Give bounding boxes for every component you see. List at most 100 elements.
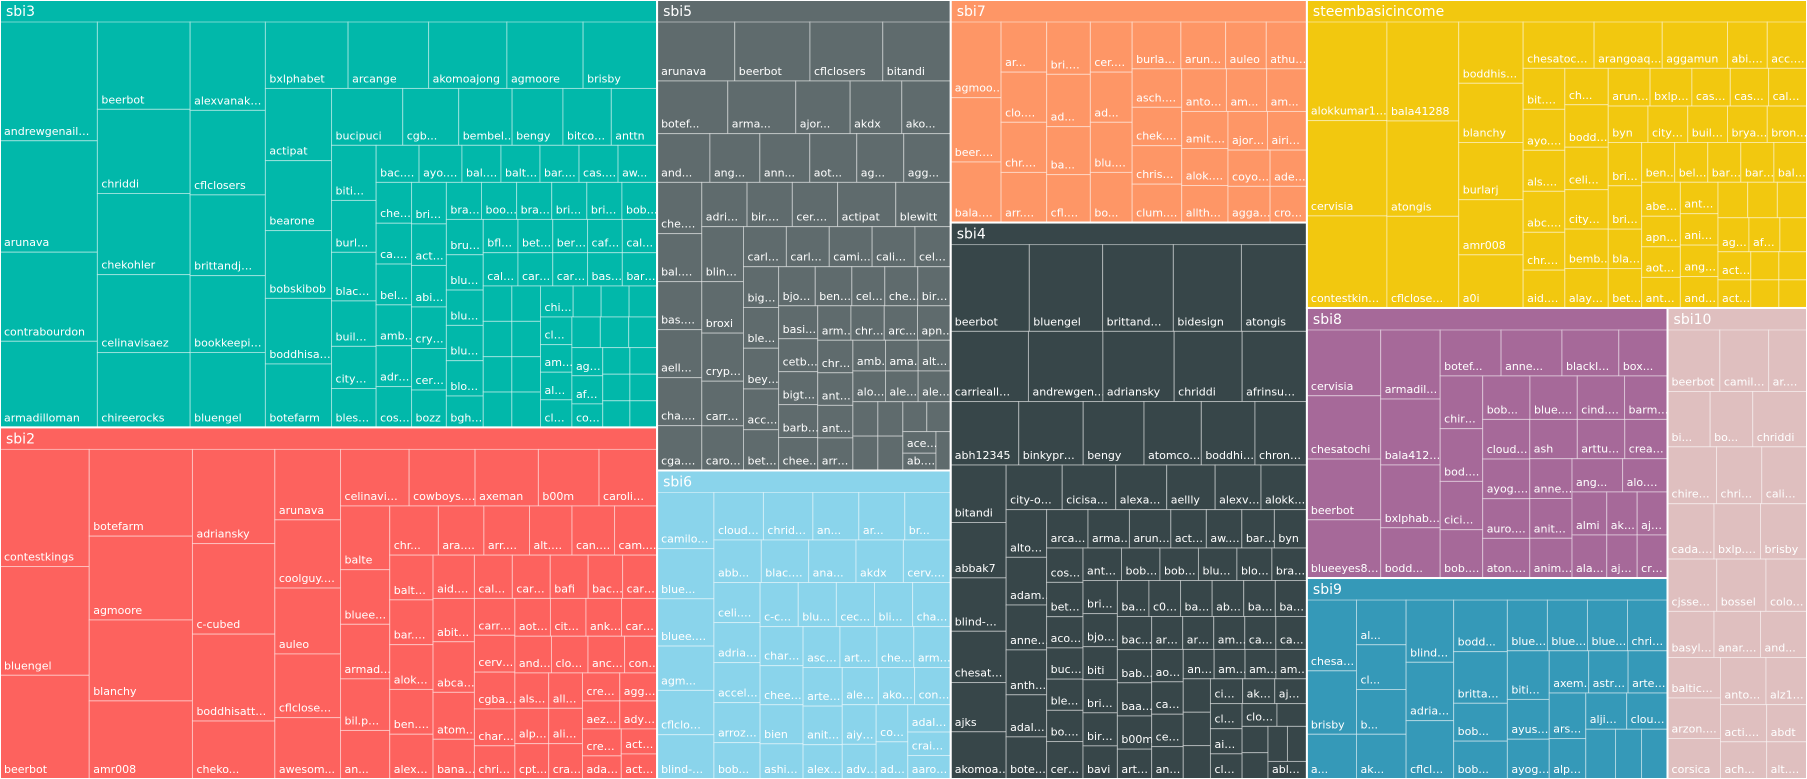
treemap-cell[interactable] — [1571, 534, 1608, 579]
treemap-cell[interactable] — [621, 252, 658, 287]
treemap-cell[interactable] — [482, 252, 519, 287]
treemap-cell[interactable] — [1453, 599, 1508, 653]
treemap-cell[interactable] — [1458, 82, 1524, 144]
treemap-cell[interactable] — [713, 702, 761, 744]
treemap-group-sbi6[interactable]: camilo… blue... bluee.… agm... cflclo… blind-… — [656, 469, 952, 779]
treemap-cell[interactable] — [411, 264, 447, 308]
treemap-cell[interactable] — [602, 373, 631, 402]
treemap-cell[interactable] — [1709, 390, 1754, 448]
treemap-cell[interactable] — [1482, 458, 1531, 500]
treemap-cell[interactable] — [600, 285, 630, 318]
treemap-cell[interactable] — [389, 505, 439, 556]
treemap-cell[interactable] — [1717, 251, 1752, 281]
treemap-cell[interactable] — [1180, 21, 1227, 70]
treemap-cell[interactable] — [581, 728, 622, 757]
treemap-cell[interactable] — [514, 743, 550, 779]
treemap-cell[interactable] — [656, 548, 715, 600]
treemap-cell[interactable] — [1529, 418, 1578, 460]
treemap-cell[interactable] — [445, 324, 484, 362]
treemap-cell[interactable] — [629, 373, 658, 402]
treemap-cell[interactable] — [331, 345, 377, 390]
treemap-cell[interactable] — [1717, 217, 1750, 253]
treemap-cell[interactable] — [511, 320, 541, 358]
treemap-cell[interactable] — [950, 577, 1007, 632]
treemap-cell[interactable] — [1205, 509, 1243, 549]
treemap-cell[interactable] — [1586, 599, 1629, 652]
treemap-cell[interactable] — [389, 688, 434, 735]
treemap-cell[interactable] — [1564, 189, 1609, 230]
treemap-cell[interactable] — [1131, 106, 1183, 147]
treemap-cell[interactable] — [701, 181, 748, 228]
treemap-cell[interactable] — [917, 305, 952, 341]
treemap-cell[interactable] — [1225, 21, 1267, 70]
treemap-cell[interactable] — [1766, 704, 1807, 743]
treemap-cell[interactable] — [1727, 105, 1768, 143]
treemap-cell[interactable] — [587, 635, 626, 674]
treemap-cell[interactable] — [1687, 105, 1728, 143]
treemap-cell[interactable] — [0, 448, 90, 568]
treemap-cell[interactable] — [817, 437, 854, 471]
treemap-cell[interactable] — [858, 491, 906, 541]
treemap-cell[interactable] — [1405, 720, 1455, 779]
treemap-cell[interactable] — [340, 448, 410, 507]
treemap-cell[interactable] — [1779, 217, 1807, 253]
treemap-cell[interactable] — [1667, 738, 1722, 779]
treemap-cell[interactable] — [759, 743, 804, 779]
treemap-cell[interactable] — [1046, 581, 1084, 618]
treemap-cell[interactable] — [331, 388, 377, 428]
treemap-cell[interactable] — [1453, 740, 1508, 779]
treemap-cell[interactable] — [1748, 217, 1781, 253]
treemap-cell[interactable] — [1768, 67, 1807, 107]
treemap-cell[interactable] — [835, 582, 875, 628]
treemap-cell[interactable] — [375, 222, 413, 265]
treemap-cell[interactable] — [1005, 464, 1063, 511]
treemap-cell[interactable] — [913, 626, 952, 669]
treemap-cell[interactable] — [877, 435, 904, 471]
treemap-cell[interactable] — [1713, 610, 1762, 659]
treemap-cell[interactable] — [628, 316, 658, 349]
treemap-cell[interactable] — [1453, 651, 1508, 704]
treemap-cell[interactable] — [1116, 580, 1150, 618]
treemap-cell[interactable] — [375, 263, 413, 306]
treemap-cell[interactable] — [1607, 105, 1649, 143]
treemap-cell[interactable] — [709, 133, 761, 183]
treemap-cell[interactable] — [274, 519, 342, 589]
treemap-cell[interactable] — [1159, 547, 1199, 582]
treemap-cell[interactable] — [1240, 244, 1308, 332]
treemap-cell[interactable] — [1522, 190, 1566, 233]
treemap-cell[interactable] — [1667, 610, 1715, 659]
treemap-cell[interactable] — [1172, 244, 1242, 332]
treemap-cell[interactable] — [1143, 401, 1202, 466]
treemap-cell[interactable] — [1761, 446, 1807, 505]
treemap-cell[interactable] — [514, 672, 550, 709]
treemap-cell[interactable] — [1458, 21, 1524, 84]
treemap-cell[interactable] — [88, 535, 193, 621]
treemap-group-sbi2[interactable]: contestkings bluengel beerbot botefarm agmoo… — [0, 426, 659, 779]
treemap-cell[interactable] — [375, 386, 413, 428]
treemap-cell[interactable] — [1747, 181, 1778, 219]
treemap-cell[interactable] — [802, 626, 841, 669]
treemap-cell[interactable] — [620, 728, 658, 755]
treemap-cell[interactable] — [1615, 728, 1643, 779]
treemap-cell[interactable] — [551, 181, 588, 220]
treemap-cell[interactable] — [1306, 733, 1358, 779]
treemap-cell[interactable] — [96, 108, 191, 195]
treemap-cell[interactable] — [189, 351, 266, 428]
treemap-cell[interactable] — [1439, 480, 1484, 531]
treemap-cell[interactable] — [1571, 491, 1608, 536]
treemap-cell[interactable] — [1729, 67, 1770, 107]
treemap-cell[interactable] — [1213, 616, 1246, 650]
treemap-cell[interactable] — [902, 539, 952, 584]
treemap-cell[interactable] — [191, 720, 276, 779]
treemap-cell[interactable] — [1131, 21, 1182, 70]
treemap-cell[interactable] — [883, 305, 918, 341]
treemap-cell[interactable] — [1506, 738, 1550, 779]
treemap-cell[interactable] — [540, 371, 573, 401]
treemap-cell[interactable] — [1717, 181, 1749, 219]
treemap-cell[interactable] — [347, 21, 430, 89]
treemap-cell[interactable] — [473, 708, 516, 747]
treemap-cell[interactable] — [1752, 390, 1807, 448]
treemap-cell[interactable] — [762, 491, 814, 541]
treemap-cell[interactable] — [511, 87, 564, 146]
treemap-cell[interactable] — [656, 689, 715, 736]
